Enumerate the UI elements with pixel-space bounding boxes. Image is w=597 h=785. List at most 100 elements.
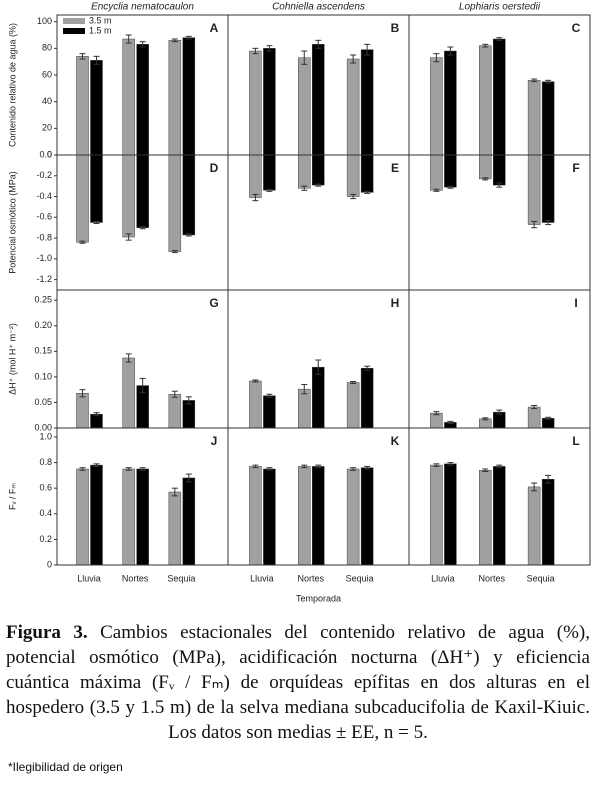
- y-tick-label: -0.6: [36, 212, 52, 222]
- bar: [360, 154, 374, 193]
- y-tick-label: 0.0: [39, 149, 52, 159]
- bar: [90, 60, 103, 156]
- caption-label: Figura 3.: [6, 622, 88, 643]
- x-tick-label: Nortes: [122, 573, 149, 583]
- bar: [346, 468, 360, 566]
- bar: [122, 38, 135, 156]
- bar: [493, 38, 506, 156]
- bar: [263, 395, 276, 429]
- bar: [493, 466, 506, 566]
- bar: [444, 50, 457, 156]
- bar: [541, 478, 555, 566]
- x-tick-label: Lluvia: [431, 573, 455, 583]
- bar: [76, 56, 89, 156]
- y-tick-label: 1.0: [39, 431, 52, 441]
- y-axis-label: ΔH⁺ (mol H⁺ m⁻²): [7, 323, 17, 395]
- y-tick-label: 0.25: [34, 295, 52, 305]
- bar: [312, 366, 325, 429]
- bar: [263, 468, 276, 566]
- y-axis-label: Fᵥ / Fₘ: [7, 483, 17, 510]
- x-tick-label: Lluvia: [77, 573, 101, 583]
- y-tick-label: 0.00: [34, 422, 52, 432]
- bar: [90, 464, 103, 566]
- legend-label: 1.5 m: [89, 25, 112, 35]
- panel-label: E: [391, 161, 399, 175]
- y-tick-label: -0.4: [36, 191, 52, 201]
- panel-label: G: [209, 296, 218, 310]
- y-tick-label: 0.15: [34, 346, 52, 356]
- bar: [527, 486, 541, 566]
- panel-frame: [408, 289, 591, 429]
- bar: [527, 154, 541, 225]
- bar: [168, 40, 182, 156]
- panel-label: D: [210, 161, 219, 175]
- x-tick-label: Nortes: [479, 573, 506, 583]
- legend-swatch: [63, 28, 85, 34]
- y-tick-label: 100: [37, 16, 52, 26]
- bar: [360, 49, 374, 156]
- y-tick-label: -1.2: [36, 274, 52, 284]
- bar: [168, 394, 182, 429]
- panel-label: I: [574, 296, 577, 310]
- bar: [312, 154, 325, 186]
- y-tick-label: 0.2: [39, 534, 52, 544]
- panel-label: L: [572, 434, 579, 448]
- bar: [136, 154, 149, 228]
- legend-label: 3.5 m: [89, 15, 112, 25]
- y-tick-label: -1.0: [36, 253, 52, 263]
- y-tick-label: 0.6: [39, 483, 52, 493]
- y-tick-label: 0: [47, 559, 52, 569]
- bar: [527, 80, 541, 156]
- panel-label: J: [211, 434, 218, 448]
- panel-label: H: [391, 296, 400, 310]
- y-tick-label: -0.2: [36, 170, 52, 180]
- bar: [479, 154, 492, 180]
- note: *Ilegibilidad de origen: [8, 760, 123, 774]
- x-tick-label: Sequia: [527, 573, 555, 583]
- bar: [360, 367, 374, 429]
- bar: [430, 57, 443, 156]
- bar: [122, 468, 135, 566]
- bar: [346, 382, 360, 429]
- bar: [182, 400, 196, 429]
- caption-text: Cambios estacionales del contenido relat…: [6, 622, 591, 743]
- panel-title: Lophiaris oerstedii: [459, 2, 541, 13]
- bar: [430, 464, 443, 566]
- bar: [479, 45, 492, 156]
- panel-label: F: [572, 161, 579, 175]
- bar: [527, 406, 541, 429]
- bar: [541, 81, 555, 156]
- bar: [298, 466, 311, 566]
- bar: [182, 154, 196, 236]
- caption: Figura 3. Cambios estacionales del conte…: [6, 620, 590, 745]
- bar: [249, 380, 262, 429]
- x-axis-label: Temporada: [296, 593, 341, 603]
- bar: [312, 466, 325, 566]
- bar: [444, 463, 457, 566]
- y-tick-label: 0.10: [34, 371, 52, 381]
- panel-label: K: [391, 434, 400, 448]
- bar: [76, 392, 89, 429]
- bar: [430, 412, 443, 429]
- bar: [346, 154, 360, 197]
- bar: [136, 44, 149, 156]
- x-tick-label: Nortes: [298, 573, 325, 583]
- bar: [136, 468, 149, 566]
- bar: [122, 154, 135, 238]
- y-tick-label: 0.20: [34, 320, 52, 330]
- bar: [76, 154, 89, 243]
- bar: [249, 466, 262, 566]
- bar: [493, 154, 506, 186]
- y-tick-label: -0.8: [36, 232, 52, 242]
- x-tick-label: Sequia: [346, 573, 374, 583]
- legend-swatch: [63, 18, 85, 24]
- y-tick-label: 40: [42, 96, 52, 106]
- bar: [444, 154, 457, 188]
- bar: [263, 48, 276, 156]
- bar: [298, 57, 311, 156]
- y-tick-label: 20: [42, 123, 52, 133]
- bar: [430, 154, 443, 191]
- panel-label: B: [391, 21, 400, 35]
- bar: [346, 58, 360, 156]
